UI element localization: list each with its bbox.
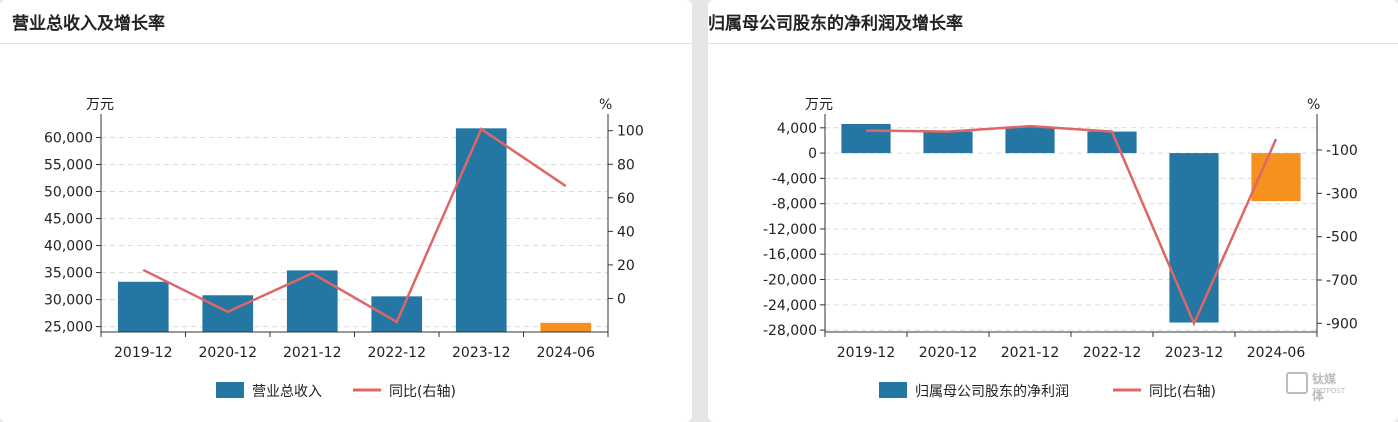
- bar-2021-12: [286, 270, 338, 332]
- left-tick-label: 4,000: [777, 121, 817, 137]
- legend-line-label: 同比(右轴): [389, 384, 456, 400]
- x-tick-label-2019-12: 2019-12: [114, 345, 173, 361]
- right-unit-label: %: [1307, 97, 1320, 113]
- left-tick-label: 45,000: [44, 212, 93, 228]
- right-tick-label: -700: [1326, 273, 1358, 289]
- legend-bar-label: 营业总收入: [252, 384, 322, 400]
- x-tick-label-2021-12: 2021-12: [283, 345, 342, 361]
- left-tick-label: -4,000: [772, 171, 817, 187]
- legend-bar-swatch: [216, 382, 244, 398]
- bar-2020-12: [202, 295, 254, 332]
- left-tick-label: 25,000: [44, 320, 93, 336]
- net-profit-panel-title: 归属母公司股东的净利润及增长率: [708, 14, 963, 34]
- net-profit-panel: 归属母公司股东的净利润及增长率 4,000 0 -4,000 -8,000 -12,00…: [708, 0, 1398, 422]
- x-tick-label-2021-12: 2021-12: [1001, 345, 1060, 361]
- x-tick-label-2020-12: 2020-12: [919, 345, 978, 361]
- right-tick-label: -500: [1326, 230, 1358, 246]
- legend-line-label: 同比(右轴): [1149, 384, 1216, 400]
- net-profit-panel-header: 归属母公司股东的净利润及增长率: [708, 0, 1398, 44]
- right-tick-label: 40: [617, 224, 635, 240]
- left-tick-label: 35,000: [44, 266, 93, 282]
- left-tick-label: -28,000: [763, 323, 817, 339]
- bar-2024-06: [540, 322, 592, 332]
- left-tick-label: -16,000: [763, 247, 817, 263]
- left-unit-label: 万元: [805, 97, 833, 113]
- left-tick-label: 40,000: [44, 239, 93, 255]
- net-profit-chart: 4,000 0 -4,000 -8,000 -12,000 -16,000 -20,000 -…: [763, 97, 1358, 400]
- left-tick-label: 30,000: [44, 293, 93, 309]
- right-tick-label: -300: [1326, 186, 1358, 202]
- bar-2019-12: [117, 281, 169, 332]
- bar-2020-12: [923, 131, 973, 154]
- left-tick-label: 50,000: [44, 185, 93, 201]
- tmtpost-watermark: 钛媒体 TMTPOST: [1286, 368, 1346, 403]
- watermark-sub-text: TMTPOST: [1312, 387, 1346, 395]
- bar-2023-12: [455, 128, 507, 332]
- bar-2022-12: [371, 296, 423, 332]
- bar-2022-12: [1087, 131, 1137, 154]
- left-tick-label: 0: [808, 146, 817, 162]
- x-tick-label-2023-12: 2023-12: [452, 345, 511, 361]
- right-tick-label: 20: [617, 258, 635, 274]
- right-unit-label: %: [599, 97, 612, 113]
- revenue-panel-title: 营业总收入及增长率: [12, 14, 165, 34]
- bar-2021-12: [1005, 127, 1055, 154]
- left-tick-label: 55,000: [44, 158, 93, 174]
- left-tick-label: -8,000: [772, 197, 817, 213]
- left-tick-label: -12,000: [763, 222, 817, 238]
- left-tick-label: -20,000: [763, 273, 817, 289]
- left-tick-label: -24,000: [763, 298, 817, 314]
- legend-bar-swatch: [879, 382, 907, 398]
- growth-line: [865, 124, 1278, 327]
- right-tick-label: 100: [617, 124, 644, 140]
- revenue-panel-header: 营业总收入及增长率: [0, 0, 692, 44]
- left-tick-label: 60,000: [44, 131, 93, 147]
- right-tick-label: 0: [617, 291, 626, 307]
- growth-line: [142, 127, 567, 324]
- x-tick-label-2022-12: 2022-12: [368, 345, 427, 361]
- bar-2019-12: [841, 124, 891, 154]
- right-tick-label: -900: [1326, 316, 1358, 332]
- x-tick-label-2022-12: 2022-12: [1083, 345, 1142, 361]
- tmtpost-logo-icon: [1286, 372, 1308, 394]
- revenue-panel: 营业总收入及增长率 25,000 30,000 35,000 40,000 45,000…: [0, 0, 692, 422]
- bar-2023-12: [1169, 153, 1219, 323]
- left-unit-label: 万元: [86, 97, 114, 113]
- right-tick-label: 80: [617, 157, 635, 173]
- x-tick-label-2023-12: 2023-12: [1165, 345, 1224, 361]
- right-tick-label: 60: [617, 191, 635, 207]
- legend-bar-label: 归属母公司股东的净利润: [915, 383, 1069, 400]
- x-tick-label-2024-06: 2024-06: [1247, 345, 1306, 361]
- revenue-chart: 25,000 30,000 35,000 40,000 45,000 50,000 55,0…: [44, 97, 644, 400]
- x-tick-label-2020-12: 2020-12: [199, 345, 258, 361]
- right-tick-label: -100: [1326, 143, 1358, 159]
- x-tick-label-2019-12: 2019-12: [837, 345, 896, 361]
- watermark-main-text: 钛媒体: [1312, 372, 1337, 403]
- x-tick-label-2024-06: 2024-06: [537, 345, 596, 361]
